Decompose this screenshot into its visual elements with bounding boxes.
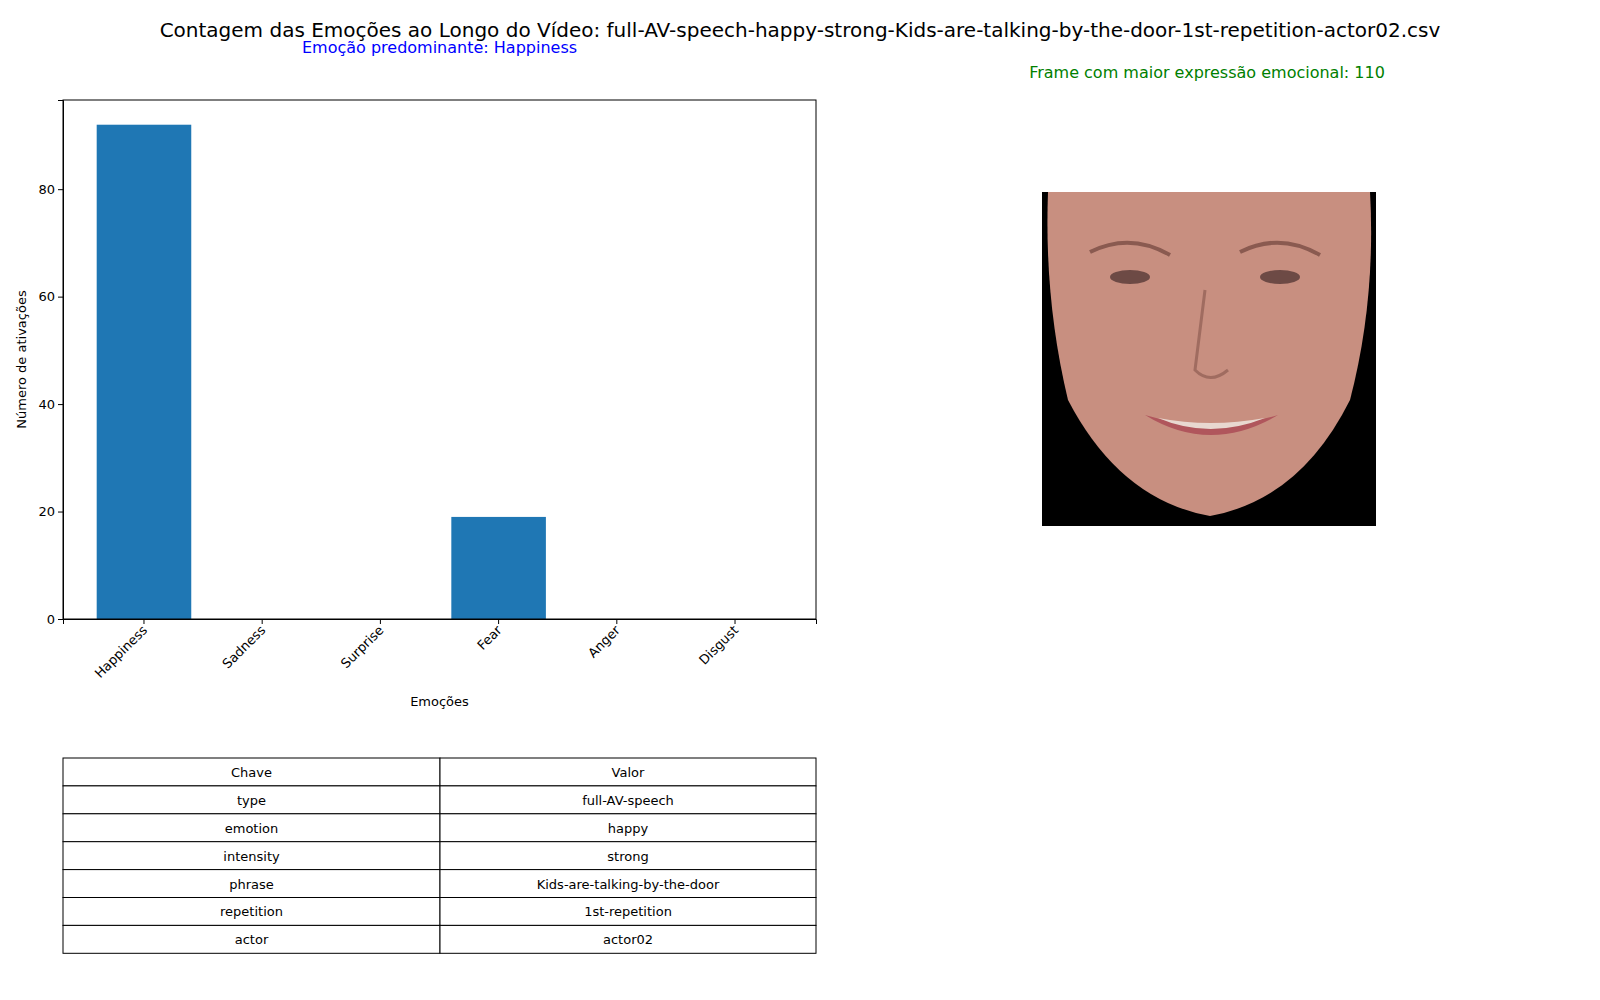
x-tick-mark [143,619,144,624]
x-tick-mark [735,619,736,624]
y-tick: 60 [38,289,63,304]
x-axis-line [64,620,817,625]
nose [1195,290,1228,378]
x-tick: Surprise [338,619,387,671]
table-cell-text: repetition [220,904,283,919]
table-cell [440,786,816,814]
frame-image [1042,192,1376,526]
table-cell [63,758,440,786]
x-tick: Anger [585,619,623,661]
table-cell-text: emotion [225,821,279,836]
eyebrow [1090,243,1170,255]
table-cell-text: 1st-repetition [584,904,672,919]
y-tick-label: 80 [38,182,55,197]
x-tick-mark [498,619,499,624]
y-tick-label: 20 [38,504,55,519]
x-tick-mark [616,619,617,624]
annotation: Frame com maior expressão emocional: 110 [1029,63,1385,82]
table-cell-text: Kids-are-talking-by-the-door [537,877,720,892]
table-cell [440,814,816,842]
image-background [1042,192,1376,526]
x-tick-mark [262,619,263,624]
x-tick-label: Happiness [92,622,151,681]
x-axis: Happiness Sadness Surprise Fear Anger Disgust [64,619,817,681]
x-tick-mark [380,619,381,624]
eye [1110,270,1150,284]
y-tick-mark [58,404,63,405]
table-cell [440,758,816,786]
x-axis-label: Emoções [410,694,469,709]
table-cell [440,842,816,870]
y-tick: 0 [47,612,63,627]
table-cell-text: strong [607,849,648,864]
table-header-text: Valor [612,765,645,780]
table-cell [63,814,440,842]
table-cell [63,898,440,926]
y-tick-mark [58,189,63,190]
eye [1260,270,1300,284]
teeth [1158,418,1265,429]
table-cell [440,870,816,898]
y-axis: 0 20 40 60 80 [38,101,63,627]
table-cell-text: full-AV-speech [582,793,674,808]
x-tick: Disgust [696,619,741,668]
table-header-text: Chave [231,765,272,780]
table-cell [63,842,440,870]
y-tick: 20 [38,504,63,519]
x-tick: Fear [474,619,505,653]
table-cell-text: actor [235,932,269,947]
eyebrow [1240,243,1320,255]
subtitle: Emoção predominante: Happiness [302,38,577,57]
table-cell-text: intensity [223,849,280,864]
y-tick-mark [58,512,63,513]
table-cell [440,898,816,926]
y-axis-line [58,101,64,620]
bar [97,125,192,619]
x-tick-label: Sadness [219,622,268,671]
y-tick-mark [58,619,63,620]
table-cell [63,925,440,953]
x-tick: Happiness [92,619,151,681]
y-tick: 40 [38,397,63,412]
y-axis-label: Número de ativações [14,290,29,429]
info-table: Chave Valor type full-AV-speech emotion happy… [63,758,816,953]
table-cell-text: phrase [229,877,274,892]
face [1047,192,1371,516]
y-tick-mark [58,297,63,298]
y-tick: 80 [38,182,63,197]
x-tick-label: Anger [585,622,623,660]
x-tick-label: Disgust [696,623,741,668]
chart-root: Contagem das Emoções ao Longo do Vídeo: … [0,0,1600,1000]
bars [97,125,546,619]
mouth [1145,415,1278,435]
x-tick-label: Surprise [338,623,387,672]
x-tick-label: Fear [474,622,505,653]
y-tick-label: 40 [38,397,55,412]
y-tick-label: 60 [38,289,55,304]
plot-frame [63,100,816,619]
table-cell-text: happy [608,821,649,836]
table-cell [63,870,440,898]
bar [451,517,546,619]
table-cell-text: type [237,793,266,808]
y-tick-label: 0 [47,612,55,627]
table-cell [63,786,440,814]
x-tick: Sadness [219,619,268,671]
table-cell [440,925,816,953]
table-cell-text: actor02 [603,932,653,947]
